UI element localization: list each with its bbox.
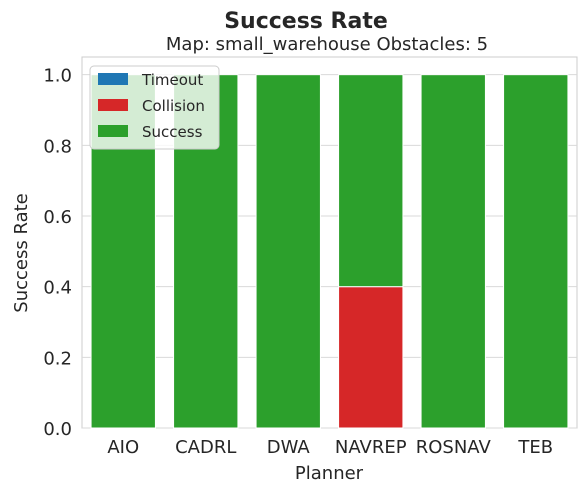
y-tick-label: 0.0	[43, 419, 72, 440]
x-axis-label: Planner	[295, 463, 364, 484]
legend-label: Collision	[142, 97, 205, 115]
y-tick-label: 0.6	[43, 207, 72, 228]
x-tick-label: NAVREP	[335, 437, 407, 458]
bar-success-navrep	[338, 74, 404, 288]
x-tick-labels: AIO CADRL DWA NAVREP ROSNAV TEB	[107, 437, 553, 458]
bar-success-rosnav	[420, 74, 486, 429]
chart-subtitle: Map: small_warehouse Obstacles: 5	[166, 34, 488, 55]
bar-success-dwa	[255, 74, 321, 429]
y-tick-label: 0.2	[43, 348, 72, 369]
legend-swatch	[98, 73, 128, 85]
y-tick-label: 0.8	[43, 136, 72, 157]
legend: Timeout Collision Success	[89, 65, 220, 150]
chart-title: Success Rate	[224, 9, 388, 34]
y-tick-label: 0.4	[43, 278, 72, 299]
bar-collision-navrep	[338, 286, 404, 429]
x-tick-label: CADRL	[175, 437, 236, 458]
y-axis-label: Success Rate	[11, 193, 32, 312]
legend-label: Success	[142, 123, 203, 141]
legend-swatch	[98, 125, 128, 137]
y-tick-label: 1.0	[43, 66, 72, 87]
bar-success-teb	[503, 74, 569, 429]
legend-swatch	[98, 99, 128, 111]
x-tick-label: ROSNAV	[416, 437, 492, 458]
x-tick-label: TEB	[517, 437, 553, 458]
y-tick-labels: 0.0 0.2 0.4 0.6 0.8 1.0	[43, 66, 72, 440]
x-tick-label: AIO	[107, 437, 139, 458]
legend-label: Timeout	[141, 71, 203, 89]
x-tick-label: DWA	[267, 437, 311, 458]
